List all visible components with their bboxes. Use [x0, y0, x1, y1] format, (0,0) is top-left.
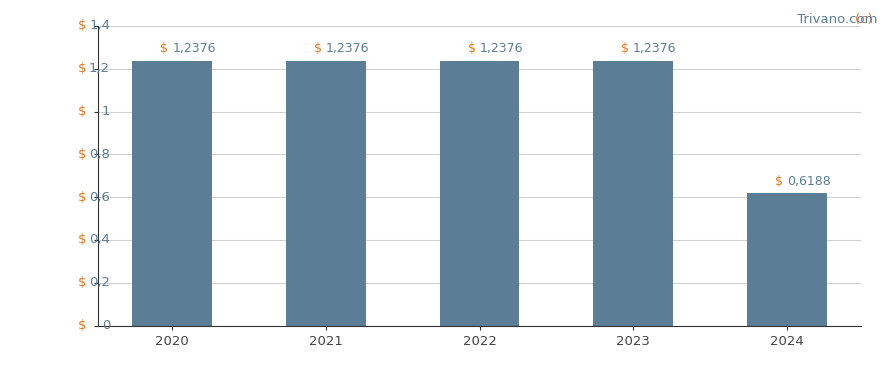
Bar — [593, 61, 673, 326]
Text: $: $ — [78, 19, 91, 33]
Text: 0,8: 0,8 — [90, 148, 110, 161]
Bar — [440, 61, 519, 326]
Text: $: $ — [78, 233, 91, 246]
Text: 0,6188: 0,6188 — [787, 175, 830, 188]
Text: 1,2376: 1,2376 — [172, 42, 216, 55]
Text: $: $ — [78, 148, 91, 161]
Bar — [747, 193, 827, 326]
Text: 1,4: 1,4 — [89, 19, 110, 33]
Text: 1,2: 1,2 — [89, 62, 110, 75]
Text: 0,2: 0,2 — [89, 276, 110, 289]
Text: (c): (c) — [855, 13, 877, 26]
Text: $: $ — [774, 175, 787, 188]
Text: $: $ — [314, 42, 326, 55]
Text: $: $ — [78, 191, 91, 204]
Text: $: $ — [78, 62, 91, 75]
Bar — [286, 61, 366, 326]
Text: Trivano.com: Trivano.com — [776, 13, 877, 26]
Text: 1,2376: 1,2376 — [480, 42, 523, 55]
Text: $: $ — [78, 319, 91, 332]
Text: 0,4: 0,4 — [90, 233, 110, 246]
Text: $: $ — [78, 276, 91, 289]
Text: $: $ — [78, 105, 91, 118]
Text: $: $ — [467, 42, 480, 55]
Text: $: $ — [621, 42, 633, 55]
Text: $: $ — [161, 42, 172, 55]
Text: 1,2376: 1,2376 — [633, 42, 677, 55]
Text: 0,6: 0,6 — [90, 191, 110, 204]
Text: 1,2376: 1,2376 — [326, 42, 369, 55]
Text: 1: 1 — [102, 105, 110, 118]
Text: 0: 0 — [102, 319, 110, 332]
Bar — [132, 61, 212, 326]
